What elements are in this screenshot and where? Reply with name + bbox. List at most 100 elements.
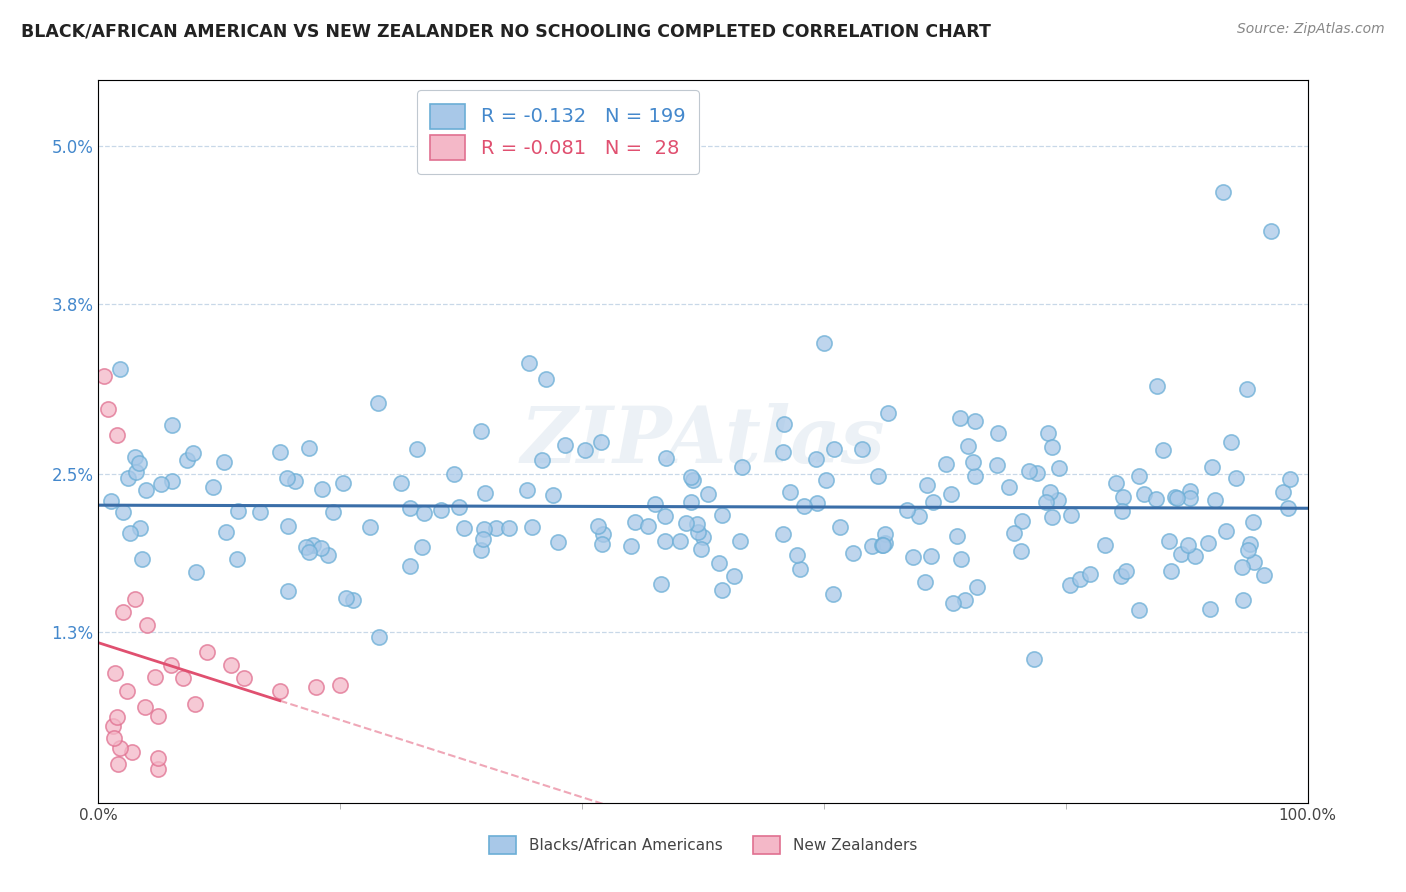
Point — [471, 532, 494, 546]
Point — [135, 483, 157, 497]
Point — [150, 477, 173, 491]
Point — [1197, 535, 1219, 549]
Point — [772, 445, 794, 459]
Point — [472, 522, 495, 536]
Point — [1201, 459, 1223, 474]
Point — [160, 657, 183, 672]
Point — [449, 500, 471, 515]
Point — [1010, 544, 1032, 558]
Point — [1271, 485, 1294, 500]
Point — [329, 677, 352, 691]
Legend: Blacks/African Americans, New Zealanders: Blacks/African Americans, New Zealanders — [482, 830, 924, 860]
Point — [1040, 440, 1063, 454]
Point — [298, 441, 321, 455]
Point — [654, 509, 676, 524]
Point — [707, 557, 730, 571]
Point — [953, 592, 976, 607]
Point — [115, 683, 138, 698]
Point — [162, 418, 184, 433]
Point — [93, 368, 115, 383]
Point — [184, 698, 207, 712]
Point — [873, 527, 896, 541]
Point — [789, 562, 811, 576]
Point — [335, 591, 357, 605]
Point — [172, 671, 194, 685]
Point — [107, 756, 129, 771]
Point — [1036, 425, 1059, 440]
Point — [105, 428, 128, 442]
Point — [637, 518, 659, 533]
Point — [1160, 564, 1182, 578]
Point — [110, 362, 132, 376]
Point — [1184, 549, 1206, 564]
Point — [498, 521, 520, 535]
Point — [1157, 533, 1180, 548]
Point — [908, 508, 931, 523]
Point — [111, 605, 134, 619]
Point — [105, 710, 128, 724]
Point — [443, 467, 465, 481]
Point — [917, 478, 939, 492]
Point — [949, 552, 972, 566]
Point — [620, 539, 643, 553]
Point — [675, 516, 697, 530]
Point — [146, 750, 169, 764]
Point — [793, 499, 815, 513]
Point — [723, 569, 745, 583]
Point — [128, 521, 150, 535]
Point — [806, 452, 828, 467]
Point — [914, 575, 936, 590]
Point — [305, 680, 328, 694]
Point — [124, 450, 146, 465]
Point — [1236, 382, 1258, 396]
Point — [623, 516, 645, 530]
Point — [485, 521, 508, 535]
Point — [773, 417, 796, 431]
Point — [195, 645, 218, 659]
Point — [987, 425, 1010, 440]
Point — [249, 505, 271, 519]
Point — [682, 473, 704, 487]
Point — [519, 355, 541, 369]
Point — [920, 549, 942, 563]
Point — [322, 505, 344, 519]
Point — [470, 542, 492, 557]
Point — [135, 618, 157, 632]
Point — [962, 455, 984, 469]
Point — [1047, 492, 1070, 507]
Point — [1253, 568, 1275, 582]
Point — [686, 525, 709, 540]
Point — [184, 566, 207, 580]
Point — [965, 414, 987, 428]
Point — [148, 762, 170, 776]
Point — [1278, 472, 1301, 486]
Point — [367, 396, 389, 410]
Text: BLACK/AFRICAN AMERICAN VS NEW ZEALANDER NO SCHOOLING COMPLETED CORRELATION CHART: BLACK/AFRICAN AMERICAN VS NEW ZEALANDER … — [21, 22, 991, 40]
Text: Source: ZipAtlas.com: Source: ZipAtlas.com — [1237, 22, 1385, 37]
Point — [779, 485, 801, 500]
Point — [1018, 464, 1040, 478]
Point — [1039, 484, 1062, 499]
Point — [644, 497, 666, 511]
Point — [125, 465, 148, 479]
Point — [866, 468, 889, 483]
Point — [101, 719, 124, 733]
Point — [692, 530, 714, 544]
Point — [474, 486, 496, 500]
Point — [1040, 509, 1063, 524]
Point — [1146, 379, 1168, 393]
Point — [120, 525, 142, 540]
Point — [592, 526, 614, 541]
Point — [824, 442, 846, 456]
Point — [100, 494, 122, 508]
Point — [1069, 572, 1091, 586]
Point — [922, 495, 945, 509]
Point — [111, 505, 134, 519]
Point — [453, 521, 475, 535]
Point — [1177, 538, 1199, 552]
Point — [1152, 443, 1174, 458]
Point — [591, 536, 613, 550]
Point — [1059, 508, 1081, 523]
Point — [359, 520, 381, 534]
Point — [295, 541, 318, 555]
